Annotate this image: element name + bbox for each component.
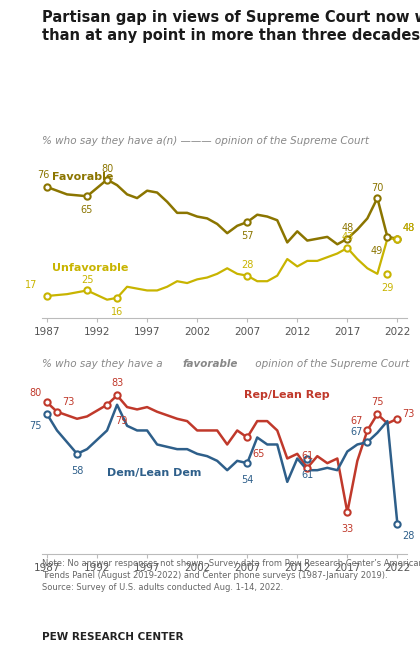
Text: 28: 28	[402, 531, 415, 541]
Text: 49: 49	[370, 246, 382, 256]
Text: 57: 57	[241, 232, 254, 241]
Text: 29: 29	[381, 283, 394, 293]
Text: 61: 61	[301, 451, 313, 461]
Text: % who say they have a(n) ——— opinion of the Supreme Court: % who say they have a(n) ——— opinion of …	[42, 136, 369, 146]
Text: 76: 76	[37, 170, 50, 180]
Text: 54: 54	[241, 475, 253, 485]
Text: 58: 58	[71, 466, 83, 476]
Text: Rep/Lean Rep: Rep/Lean Rep	[244, 390, 330, 400]
Text: 48: 48	[402, 223, 415, 233]
Text: 33: 33	[341, 524, 354, 534]
Text: 65: 65	[81, 205, 93, 215]
Text: 73: 73	[402, 409, 415, 419]
Text: 17: 17	[25, 281, 37, 291]
Text: 73: 73	[62, 397, 74, 407]
Text: % who say they have a: % who say they have a	[42, 359, 166, 369]
Text: 61: 61	[301, 470, 313, 480]
Text: 67: 67	[350, 428, 362, 438]
Text: 80: 80	[101, 164, 113, 174]
Text: 80: 80	[30, 388, 42, 398]
Text: 43: 43	[341, 232, 354, 243]
Text: 75: 75	[371, 397, 383, 407]
Text: 65: 65	[252, 449, 265, 459]
Text: 83: 83	[111, 379, 123, 388]
Text: Unfavorable: Unfavorable	[52, 263, 129, 273]
Text: 79: 79	[115, 417, 127, 426]
Text: Partisan gap in views of Supreme Court now wider
than at any point in more than : Partisan gap in views of Supreme Court n…	[42, 10, 420, 43]
Text: Note: No answer responses not shown. Survey data from Pew Research Center’s Amer: Note: No answer responses not shown. Sur…	[42, 559, 420, 592]
Text: opinion of the Supreme Court: opinion of the Supreme Court	[252, 359, 410, 369]
Text: 70: 70	[371, 182, 383, 193]
Text: 25: 25	[81, 275, 93, 285]
Text: 48: 48	[402, 223, 415, 233]
Text: 48: 48	[341, 223, 354, 233]
Text: 75: 75	[29, 421, 42, 431]
Text: PEW RESEARCH CENTER: PEW RESEARCH CENTER	[42, 632, 184, 642]
Text: Dem/Lean Dem: Dem/Lean Dem	[107, 468, 202, 478]
Text: 28: 28	[241, 260, 253, 270]
Text: 67: 67	[350, 416, 362, 426]
Text: favorable: favorable	[183, 359, 238, 369]
Text: 16: 16	[111, 307, 123, 317]
Text: Favorable: Favorable	[52, 173, 113, 182]
